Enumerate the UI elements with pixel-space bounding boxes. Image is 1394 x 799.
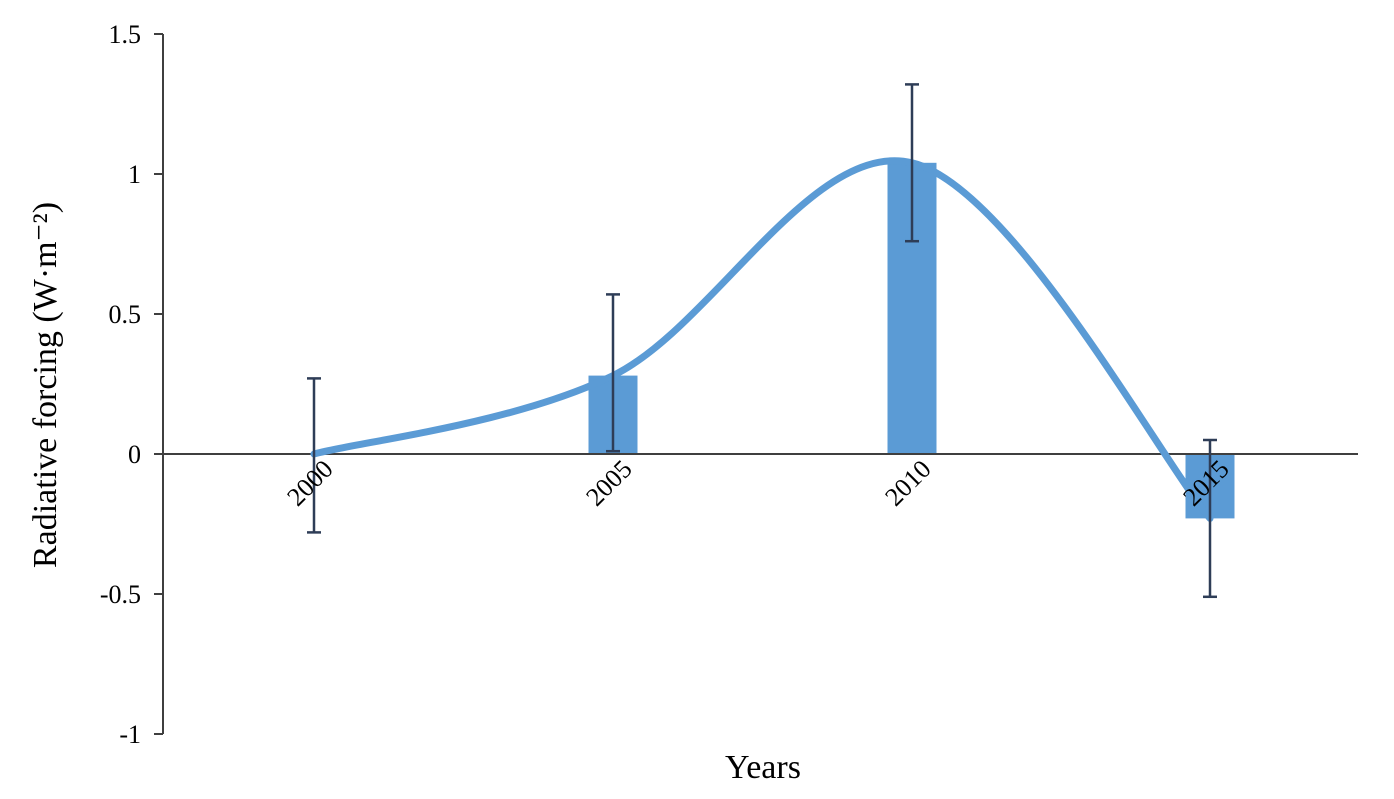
x-axis-title: Years bbox=[725, 749, 801, 786]
error-bars bbox=[307, 83, 1217, 599]
y-tick-label: 0.5 bbox=[109, 300, 142, 329]
x-tick-label-2000: 2000 bbox=[281, 454, 338, 511]
y-axis-title: Radiative forcing (W·m⁻²) bbox=[27, 202, 64, 568]
y-tick-label: 1 bbox=[128, 160, 141, 189]
y-axis: 1.5 1 0.5 0 -0.5 -1 bbox=[100, 20, 164, 749]
trend-curve-path bbox=[310, 157, 1214, 522]
y-tick-label: -1 bbox=[119, 720, 141, 749]
x-tick-label-2010: 2010 bbox=[879, 454, 936, 511]
y-tick-label: 0 bbox=[128, 440, 141, 469]
y-tick-label: -0.5 bbox=[100, 580, 141, 609]
trend-curve bbox=[310, 157, 1214, 522]
x-tick-label-2005: 2005 bbox=[580, 454, 637, 511]
y-tick-label: 1.5 bbox=[109, 20, 142, 49]
x-tick-labels: 2000 2005 2010 2015 bbox=[281, 454, 1234, 511]
